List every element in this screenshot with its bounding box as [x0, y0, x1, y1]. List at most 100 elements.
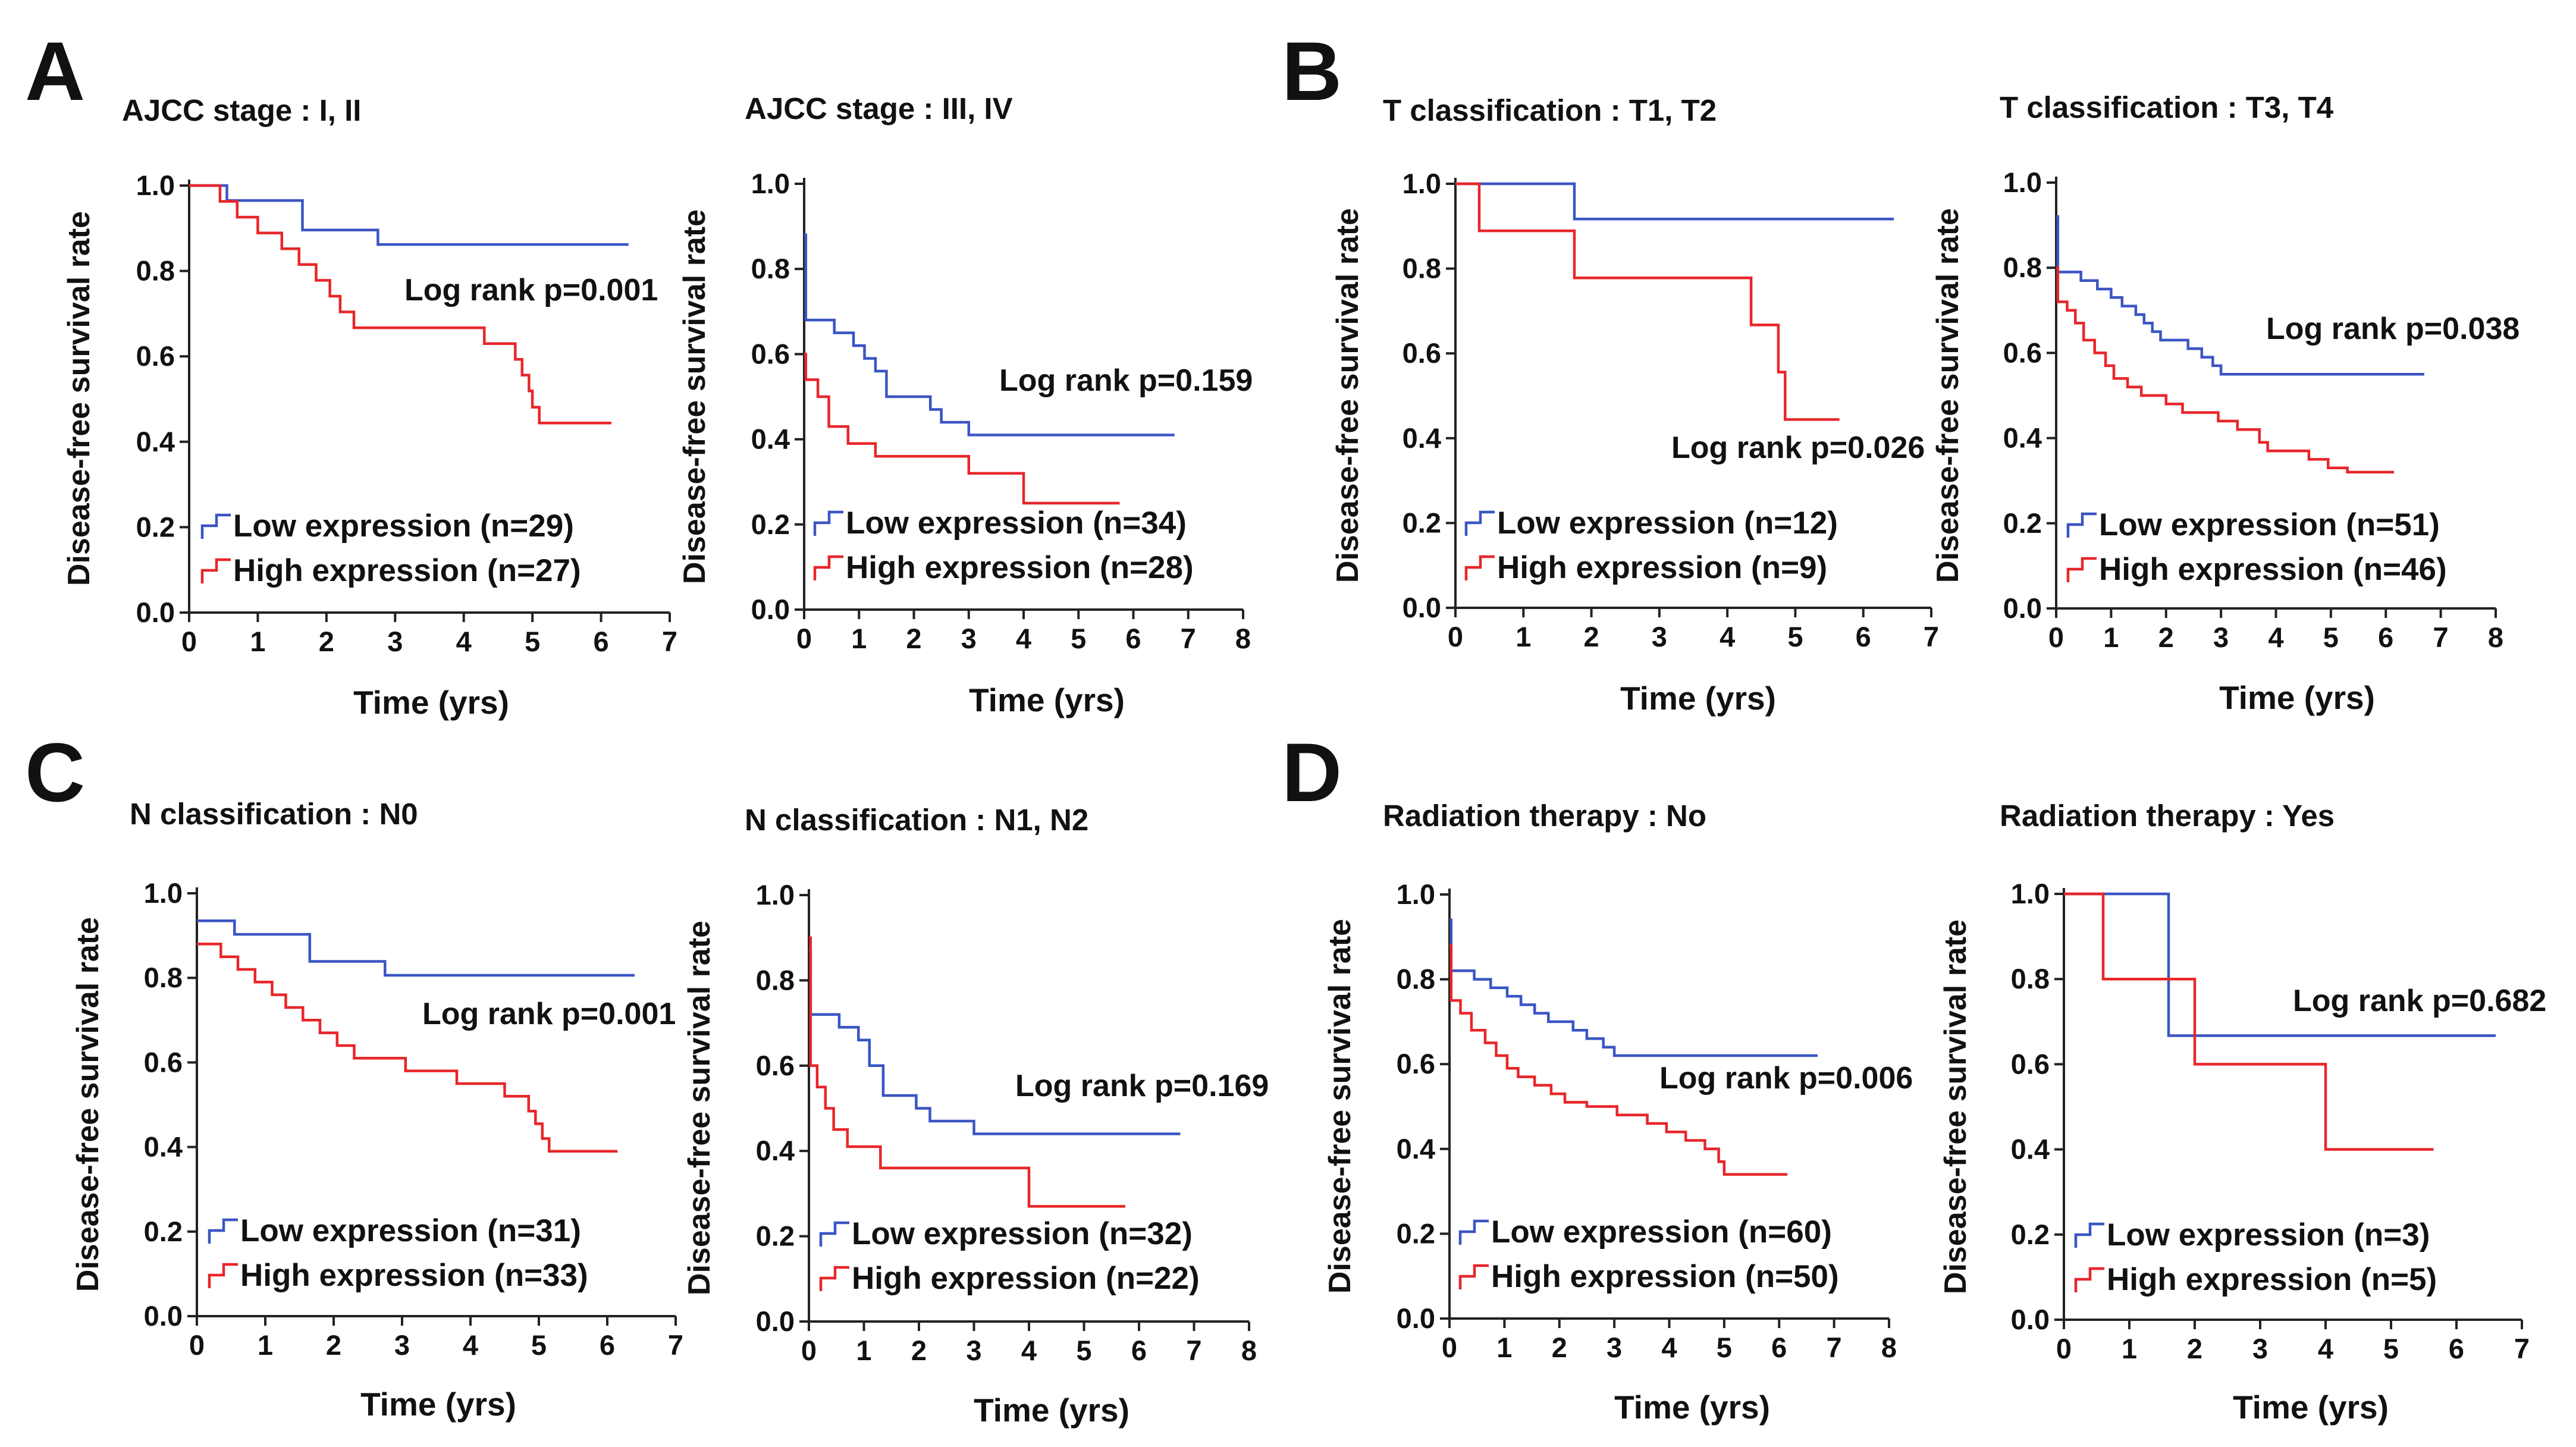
y-tick-label: 0.2 [2011, 1219, 2050, 1250]
km-curve-low [804, 233, 1175, 437]
x-tick-label: 2 [2187, 1333, 2202, 1364]
y-tick-label: 0.6 [2011, 1048, 2050, 1079]
y-tick-label: 0.6 [1397, 1048, 1435, 1079]
y-tick-label: 0.2 [1402, 507, 1441, 538]
x-tick-label: 5 [2323, 622, 2339, 653]
x-tick-label: 6 [600, 1329, 615, 1361]
x-tick-label: 3 [961, 623, 977, 654]
y-tick-label: 0.0 [136, 597, 175, 628]
panel-label-c: C [25, 726, 85, 819]
x-axis-label: Time (yrs) [2233, 1389, 2389, 1426]
log-rank-pvalue: Log rank p=0.006 [1659, 1061, 1913, 1096]
log-rank-pvalue: Log rank p=0.682 [2293, 984, 2546, 1018]
log-rank-pvalue: Log rank p=0.001 [404, 273, 658, 307]
y-tick-label: 0.6 [136, 340, 175, 372]
legend-label-low: Low expression (n=31) [240, 1213, 581, 1248]
x-axis-label: Time (yrs) [2219, 679, 2375, 716]
x-tick-label: 1 [258, 1329, 273, 1361]
km-curve-high [2056, 266, 2395, 474]
x-tick-label: 6 [2378, 622, 2393, 653]
x-tick-label: 5 [2383, 1333, 2399, 1364]
y-axis-label: Disease-free survival rate [677, 209, 712, 584]
x-tick-label: 0 [2048, 622, 2064, 653]
panel-label-d: D [1282, 726, 1342, 819]
legend-swatch-high [2066, 557, 2097, 582]
y-tick-label: 0.8 [751, 253, 790, 284]
y-tick-label: 0.8 [2003, 252, 2042, 283]
x-tick-label: 8 [1235, 623, 1251, 654]
km-curve-low [2064, 892, 2496, 1037]
legend-label-high: High expression (n=50) [1491, 1259, 1839, 1294]
plot-title: N classification : N0 [130, 797, 418, 831]
x-tick-label: 5 [1076, 1335, 1091, 1366]
km-curve-high [804, 353, 1120, 505]
y-tick-label: 0.6 [1402, 337, 1441, 369]
x-axis-label: Time (yrs) [353, 684, 509, 721]
plots-layer: AJCC stage : I, II Disease-free survival … [62, 90, 2546, 1429]
x-tick-label: 0 [2056, 1333, 2072, 1364]
x-tick-label: 5 [1787, 621, 1803, 652]
x-tick-label: 6 [594, 626, 609, 657]
legend-swatch-low [208, 1218, 238, 1244]
legend-label-high: High expression (n=22) [852, 1261, 1200, 1296]
plot-title: N classification : N1, N2 [745, 803, 1088, 837]
legend-label-high: High expression (n=27) [233, 553, 581, 588]
x-tick-label: 4 [1661, 1332, 1677, 1363]
y-tick-label: 0.8 [1397, 963, 1435, 995]
x-tick-label: 2 [906, 623, 921, 654]
y-axis-label: Disease-free survival rate [1938, 919, 1973, 1294]
x-tick-label: 5 [1717, 1332, 1732, 1363]
x-tick-label: 3 [966, 1335, 981, 1366]
x-axis-label: Time (yrs) [1620, 680, 1776, 717]
km-curve-high [2064, 892, 2434, 1151]
y-tick-label: 0.4 [2011, 1134, 2050, 1165]
plot-title: AJCC stage : III, IV [745, 92, 1013, 125]
y-axis-label: Disease-free survival rate [1323, 919, 1357, 1294]
x-tick-label: 3 [1652, 621, 1667, 652]
x-tick-label: 4 [2268, 622, 2283, 653]
legend-label-low: Low expression (n=32) [852, 1216, 1193, 1251]
km-curve-high [1455, 182, 1840, 421]
x-tick-label: 0 [189, 1329, 205, 1361]
x-tick-label: 1 [1516, 621, 1531, 652]
plot-title: Radiation therapy : No [1383, 799, 1706, 833]
x-tick-label: 3 [1607, 1332, 1622, 1363]
x-tick-label: 7 [668, 1329, 683, 1361]
x-tick-label: 7 [1924, 621, 1939, 652]
y-axis-label: Disease-free survival rate [1931, 208, 1965, 583]
x-axis-label: Time (yrs) [1614, 1389, 1770, 1426]
y-tick-label: 0.8 [756, 964, 795, 996]
y-tick-label: 0.4 [2003, 422, 2042, 454]
y-tick-label: 1.0 [2003, 167, 2042, 198]
x-tick-label: 0 [1448, 621, 1463, 652]
y-tick-label: 1.0 [136, 170, 175, 201]
y-axis-label: Disease-free survival rate [62, 211, 96, 586]
log-rank-pvalue: Log rank p=0.001 [422, 997, 676, 1031]
log-rank-pvalue: Log rank p=0.169 [1015, 1069, 1269, 1103]
x-tick-label: 5 [531, 1329, 547, 1361]
y-axis-label: Disease-free survival rate [682, 921, 717, 1295]
y-tick-label: 1.0 [756, 879, 795, 911]
km-plot-c2: N classification : N1, N2 Disease-free su… [682, 803, 1269, 1429]
legend-label-low: Low expression (n=34) [846, 506, 1187, 541]
y-tick-label: 0.4 [1402, 422, 1441, 454]
y-tick-label: 0.2 [136, 511, 175, 542]
x-tick-label: 1 [250, 626, 265, 657]
x-axis-label: Time (yrs) [969, 682, 1125, 718]
x-tick-label: 0 [181, 626, 197, 657]
plot-title: Radiation therapy : Yes [2000, 799, 2335, 833]
x-tick-label: 7 [2514, 1333, 2530, 1364]
x-tick-label: 6 [1125, 623, 1141, 654]
legend-swatch-low [1464, 510, 1495, 536]
x-tick-label: 2 [326, 1329, 341, 1361]
km-curve-low [189, 184, 629, 246]
legend-swatch-high [813, 555, 843, 580]
km-plot-d1: Radiation therapy : No Disease-free survi… [1323, 799, 1913, 1426]
y-tick-label: 1.0 [144, 877, 183, 909]
y-tick-label: 0.4 [756, 1135, 795, 1166]
x-axis-label: Time (yrs) [360, 1386, 516, 1423]
plot-title: T classification : T3, T4 [2000, 90, 2334, 124]
plot-title: T classification : T1, T2 [1383, 93, 1717, 127]
legend-label-high: High expression (n=33) [240, 1258, 588, 1293]
